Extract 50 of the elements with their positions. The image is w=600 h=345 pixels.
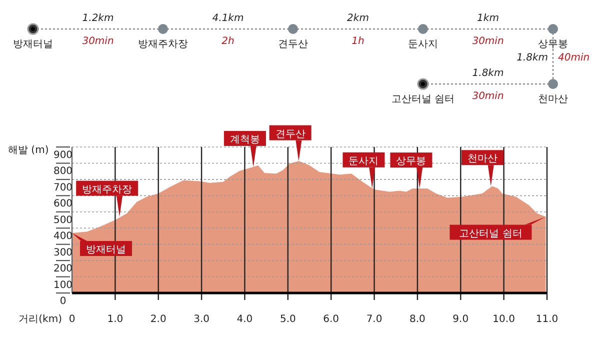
x-tick-label: 9.0 [452,314,469,325]
annotation: 둔사지 [348,156,379,167]
x-tick-label: 4.0 [236,314,253,325]
text: 30min [472,91,504,102]
text: 방재주차장 [138,39,188,50]
text: 1km [477,13,500,24]
y-tick-label: 800 [53,166,73,178]
y-tick-label: 300 [53,247,73,258]
text: 1h [352,36,364,47]
x-tick-label: 5.0 [280,314,296,325]
text: 고산터널 쉼터 [391,94,455,105]
text: 천마산 [538,94,568,105]
text: 상무봉 [538,39,568,50]
x-tick-label: 3.0 [194,314,210,325]
text: 1.2km [82,13,114,24]
x-tick-label: 10.0 [492,314,515,325]
y-tick-label: 900 [53,150,73,161]
x-tick-label: 7.0 [366,314,382,325]
text: 둔사지 [408,39,438,50]
y-tick-label: 0 [60,296,66,307]
text: 1.8km [472,68,504,79]
x-tick-label: 1.0 [107,314,124,325]
text: 30min [82,36,114,47]
annotation: 방재터널 [86,244,126,256]
x-axis-title: 거리(km) [18,314,62,325]
y-tick-label: 500 [53,214,73,226]
y-tick-label: 100 [53,280,73,291]
text: 견두산 [278,39,308,50]
annotation: 방재주차장 [82,184,132,196]
text: 30min [472,36,504,47]
x-tick-label: 6.0 [323,314,340,325]
annotation: 계척봉 [230,134,260,146]
annotation: 고산터널 쉼터 [459,228,522,240]
text: 방재터널 [13,39,53,50]
annotation: 상무봉 [396,156,426,168]
text: 2km [347,13,370,24]
text: 2h [222,36,234,47]
y-tick-label: 700 [53,182,73,194]
y-tick-label: 600 [53,198,73,210]
text: 1.8km [516,52,548,64]
x-tick-label: 8.0 [410,314,426,325]
x-tick-label: 2.0 [150,314,166,325]
x-tick-label: 11.0 [536,314,558,325]
annotation: 천마산 [467,154,498,165]
y-axis-title: 해발 (m) [8,145,49,156]
text: 40min [558,52,590,64]
annotation: 견두산 [275,128,306,140]
text: 4.1km [212,13,244,24]
y-tick-label: 200 [53,264,73,275]
y-tick-label: 400 [53,231,73,242]
